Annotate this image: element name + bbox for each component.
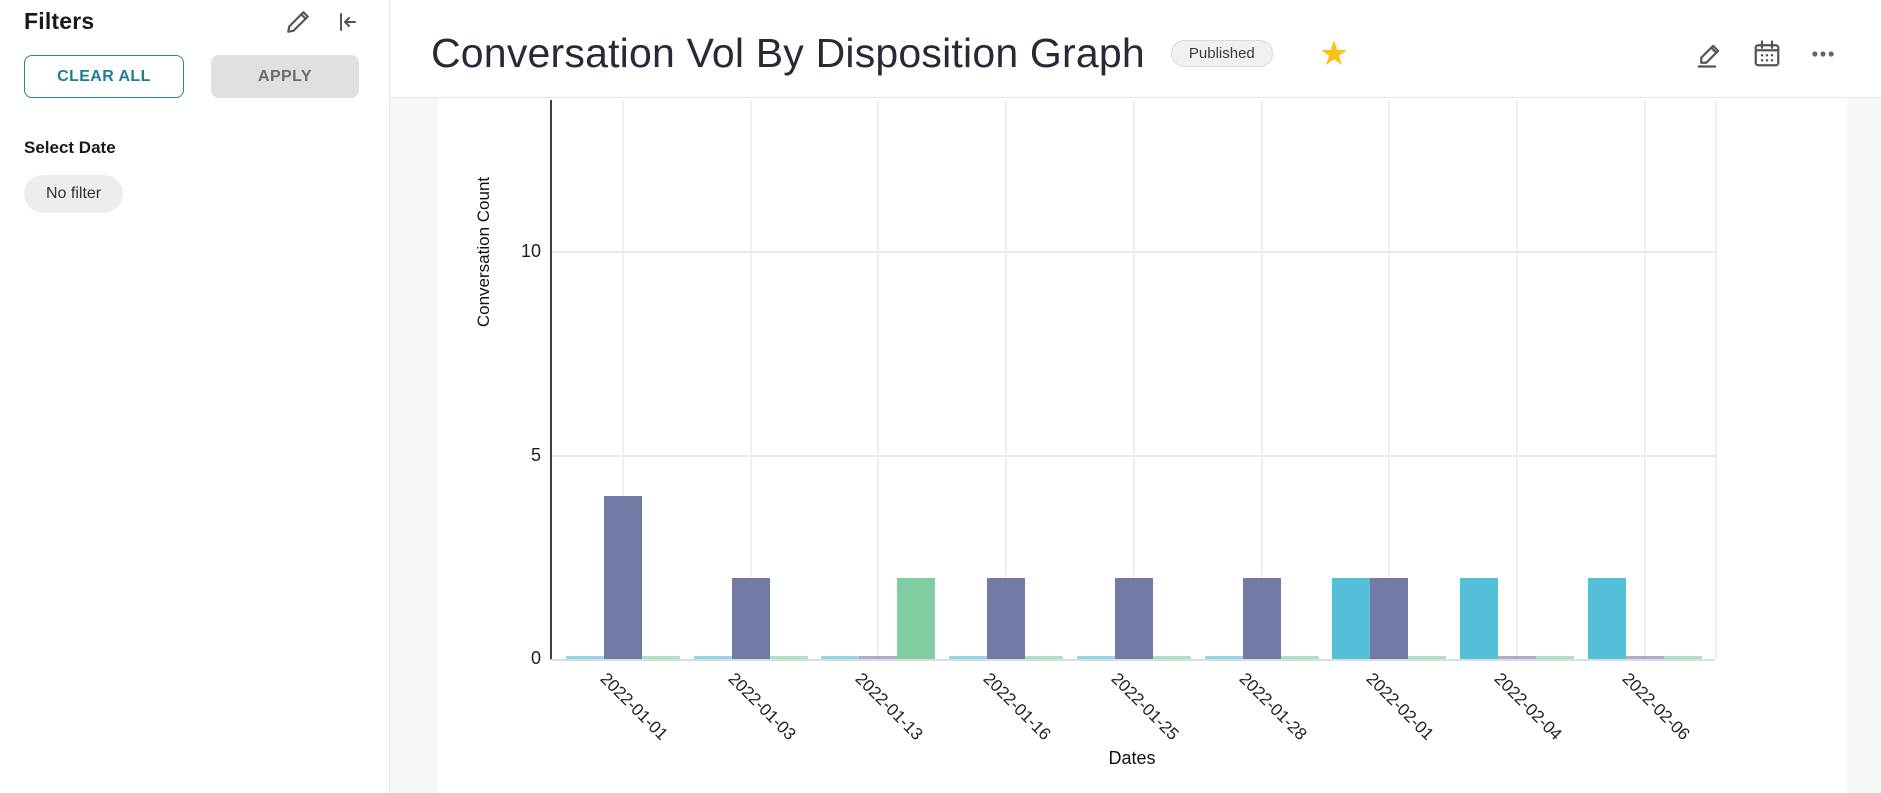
bar-purple-series[interactable] <box>604 496 642 659</box>
edit-report-button[interactable] <box>1695 39 1725 69</box>
x-axis-tick-label: 2022-01-25 <box>1107 669 1183 744</box>
bar-teal-series[interactable] <box>1460 578 1499 659</box>
bar-teal-series[interactable] <box>949 656 988 659</box>
x-gridline <box>1643 100 1646 659</box>
bar-purple-series[interactable] <box>1114 578 1153 659</box>
edit-pencil-icon <box>1695 39 1725 69</box>
x-gridline <box>877 100 880 659</box>
x-gridline <box>1132 100 1135 659</box>
collapse-panel-button[interactable] <box>335 10 359 34</box>
x-gridline <box>1260 100 1263 659</box>
apply-button[interactable]: APPLY <box>210 55 359 98</box>
bar-teal-series[interactable] <box>1076 656 1115 659</box>
x-gridline <box>1388 100 1391 659</box>
bar-teal-series[interactable] <box>1332 578 1371 659</box>
bar-green-series[interactable] <box>1025 656 1064 659</box>
bar-chart: 0 5 10 2022-01-01 2022-01-03 2022-01-13 2022-0… <box>438 98 1847 793</box>
x-axis-tick-label: 2022-01-28 <box>1235 669 1311 744</box>
bar-teal-series[interactable] <box>693 656 732 659</box>
y-axis-tick-label: 0 <box>530 648 541 668</box>
x-axis-tick-label: 2022-02-06 <box>1618 669 1694 744</box>
bar-purple-series[interactable] <box>1625 656 1664 659</box>
bar-green-series[interactable] <box>1536 656 1575 659</box>
ellipsis-icon <box>1809 40 1837 68</box>
bar-teal-series[interactable] <box>566 656 604 659</box>
bar-teal-series[interactable] <box>1204 656 1243 659</box>
y-axis-line <box>550 100 552 661</box>
collapse-left-icon <box>335 10 359 34</box>
x-axis-tick-label: 2022-01-03 <box>724 669 800 744</box>
bar-purple-series[interactable] <box>859 656 898 659</box>
bar-green-series[interactable] <box>769 656 808 659</box>
x-axis-line <box>550 659 1715 661</box>
x-gridline <box>1005 100 1008 659</box>
clear-all-button[interactable]: CLEAR ALL <box>24 55 184 98</box>
bar-green-series[interactable] <box>1663 656 1702 659</box>
y-axis-title: Conversation Count <box>474 176 493 328</box>
x-axis-tick-label: 2022-02-04 <box>1490 669 1566 744</box>
x-gridline <box>1516 100 1519 659</box>
bar-purple-series[interactable] <box>731 578 770 659</box>
x-axis-tick-label: 2022-01-01 <box>596 669 672 744</box>
x-axis-tick-label: 2022-02-01 <box>1362 669 1438 744</box>
bar-green-series[interactable] <box>1280 656 1319 659</box>
filters-panel: Filters CLEAR ALL APPLY Select Date <box>0 0 390 793</box>
pencil-icon <box>285 9 311 35</box>
bar-green-series[interactable] <box>642 656 680 659</box>
more-options-button[interactable] <box>1809 40 1837 68</box>
y-axis-tick-label: 10 <box>520 241 541 261</box>
select-date-label: Select Date <box>24 138 116 157</box>
report-header: Conversation Vol By Disposition Graph Pu… <box>390 0 1881 98</box>
bar-green-series[interactable] <box>1408 656 1447 659</box>
bar-teal-series[interactable] <box>821 656 860 659</box>
chart-card: 0 5 10 2022-01-01 2022-01-03 2022-01-13 2022-0… <box>438 98 1847 793</box>
y-gridline <box>550 454 1715 457</box>
bar-purple-series[interactable] <box>1498 656 1537 659</box>
schedule-button[interactable] <box>1752 39 1782 69</box>
x-axis-tick-label: 2022-01-16 <box>979 669 1055 744</box>
bar-purple-series[interactable] <box>987 578 1026 659</box>
main-content: 0 5 10 2022-01-01 2022-01-03 2022-01-13 2022-0… <box>390 98 1881 793</box>
page-title: Conversation Vol By Disposition Graph <box>431 30 1145 76</box>
filters-header: Filters <box>24 8 359 35</box>
bar-purple-series[interactable] <box>1242 578 1281 659</box>
x-axis-title: Dates <box>1108 748 1156 768</box>
x-axis-tick-label: 2022-01-13 <box>852 669 927 744</box>
plot-right-border <box>1715 100 1717 659</box>
bar-green-series[interactable] <box>897 578 936 659</box>
bar-green-series[interactable] <box>1152 656 1191 659</box>
filters-title: Filters <box>24 8 95 34</box>
x-gridline <box>622 100 624 659</box>
edit-filters-button[interactable] <box>285 9 311 35</box>
bar-teal-series[interactable] <box>1587 578 1626 659</box>
star-icon[interactable]: ★ <box>1318 34 1350 73</box>
x-gridline <box>749 100 752 659</box>
status-badge: Published <box>1170 40 1273 67</box>
bar-purple-series[interactable] <box>1370 578 1409 659</box>
y-gridline <box>550 251 1715 253</box>
calendar-icon <box>1752 39 1782 69</box>
date-filter-chip[interactable]: No filter <box>24 175 124 213</box>
y-axis-tick-label: 5 <box>530 444 541 465</box>
